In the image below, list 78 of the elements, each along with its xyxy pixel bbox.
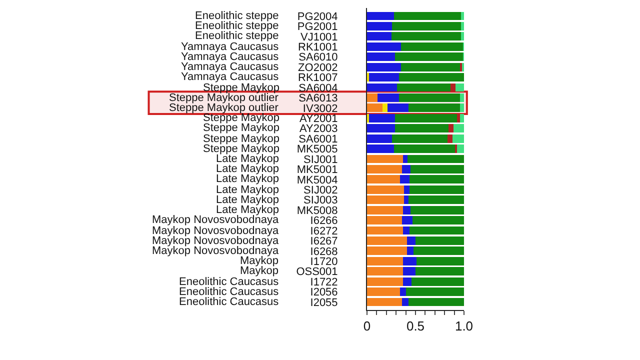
y2-tick-label: Steppe Maykop xyxy=(203,133,280,145)
y-tick-label: SIJ003 xyxy=(304,194,338,207)
y2-tick-label: Steppe Maykop xyxy=(203,122,280,134)
bar xyxy=(367,226,403,235)
y2-tick-label: Maykop xyxy=(240,265,279,277)
y-tick-label: I6272 xyxy=(310,225,338,238)
y2-tick-label: Maykop Novosvobodnaya xyxy=(152,214,280,226)
bar xyxy=(397,83,450,92)
y-tick-label: MK5004 xyxy=(296,174,338,186)
y2-tick-label: Eneolithic Caucasus xyxy=(179,286,280,298)
bar xyxy=(408,154,464,164)
y2-tick-label: Eneolithic steppe xyxy=(195,30,279,42)
x-tick-label: 1.0 xyxy=(454,318,474,334)
bar xyxy=(408,298,464,306)
y-tick-label: ZO2002 xyxy=(298,62,338,74)
y2-tick-label: Steppe Maykop outlier xyxy=(169,92,279,104)
x-tick-label: 0 xyxy=(363,318,371,334)
bar xyxy=(394,12,462,20)
y-tick-label: I6266 xyxy=(310,215,338,228)
y2-tick-label: Yamnaya Caucasus xyxy=(181,51,280,63)
bar xyxy=(450,83,456,92)
y-tick-label: RK1001 xyxy=(298,41,338,54)
bar xyxy=(461,12,464,20)
y-tick-label: MK5008 xyxy=(296,204,338,217)
y2-tick-label: Late Maykop xyxy=(216,173,279,185)
y2-tick-label: Maykop Novosvobodnaya xyxy=(152,245,280,257)
bar xyxy=(457,114,460,122)
bar xyxy=(367,298,402,306)
x-tick-label: 0.5 xyxy=(406,318,425,334)
y-tick-label: MK5005 xyxy=(296,144,338,156)
y2-tick-label: Yamnaya Caucasus xyxy=(181,41,280,53)
y2-tick-label: Eneolithic Caucasus xyxy=(179,276,280,288)
bar xyxy=(410,226,464,235)
y2-tick-label: Maykop Novosvobodnaya xyxy=(152,235,280,247)
y-tick-label: IV3002 xyxy=(302,102,338,115)
y2-tick-label: Late Maykop xyxy=(216,153,279,165)
y-tick-label: AY2001 xyxy=(299,112,338,125)
bar xyxy=(367,83,398,92)
y-tick-label: MK5001 xyxy=(296,164,338,176)
y-tick-label: SA6001 xyxy=(298,133,338,146)
y2-tick-label: Late Maykop xyxy=(216,184,279,196)
y2-tick-label: Steppe Maykop xyxy=(203,143,280,155)
bar xyxy=(448,134,452,143)
y-tick-label: VJ1001 xyxy=(300,31,338,44)
bar xyxy=(367,12,394,20)
y-tick-label: SA6010 xyxy=(298,52,338,64)
y2-tick-label: Maykop xyxy=(240,255,279,267)
y-tick-label: OSS001 xyxy=(296,266,338,278)
y2-tick-label: Late Maykop xyxy=(216,194,279,206)
y2-tick-label: Yamnaya Caucasus xyxy=(181,61,280,73)
y-tick-label: RK1007 xyxy=(298,72,338,84)
y-tick-label: SIJ001 xyxy=(304,154,338,166)
y-tick-label: I2055 xyxy=(310,296,338,309)
bar xyxy=(448,124,454,133)
y-tick-label: AY2003 xyxy=(299,123,338,136)
y-tick-label: PG2001 xyxy=(297,21,338,34)
bar xyxy=(402,226,410,235)
bar xyxy=(367,154,403,164)
y-tick-label: SA6013 xyxy=(298,92,338,105)
y2-tick-label: Steppe Maykop outlier xyxy=(169,102,279,114)
y-tick-label: I6268 xyxy=(310,246,338,258)
y2-tick-label: Eneolithic steppe xyxy=(195,20,279,32)
y2-tick-label: Yamnaya Caucasus xyxy=(181,71,280,83)
y-tick-label: I1720 xyxy=(310,256,338,268)
y2-tick-label: Late Maykop xyxy=(216,204,279,216)
y2-tick-label: Steppe Maykop xyxy=(203,112,280,124)
y-tick-label: PG2004 xyxy=(297,10,338,23)
y-tick-label: I6267 xyxy=(310,236,338,248)
bar xyxy=(382,104,388,112)
y2-tick-label: Eneolithic Caucasus xyxy=(179,296,280,308)
y-tick-label: SIJ002 xyxy=(304,184,338,196)
y-tick-label: I1722 xyxy=(310,276,338,288)
bar xyxy=(455,83,464,92)
y2-tick-label: Eneolithic steppe xyxy=(195,10,279,22)
y2-tick-label: Late Maykop xyxy=(216,163,279,175)
y2-tick-label: Maykop Novosvobodnaya xyxy=(152,225,280,237)
y-tick-label: I2056 xyxy=(310,286,338,299)
bar xyxy=(402,298,409,306)
